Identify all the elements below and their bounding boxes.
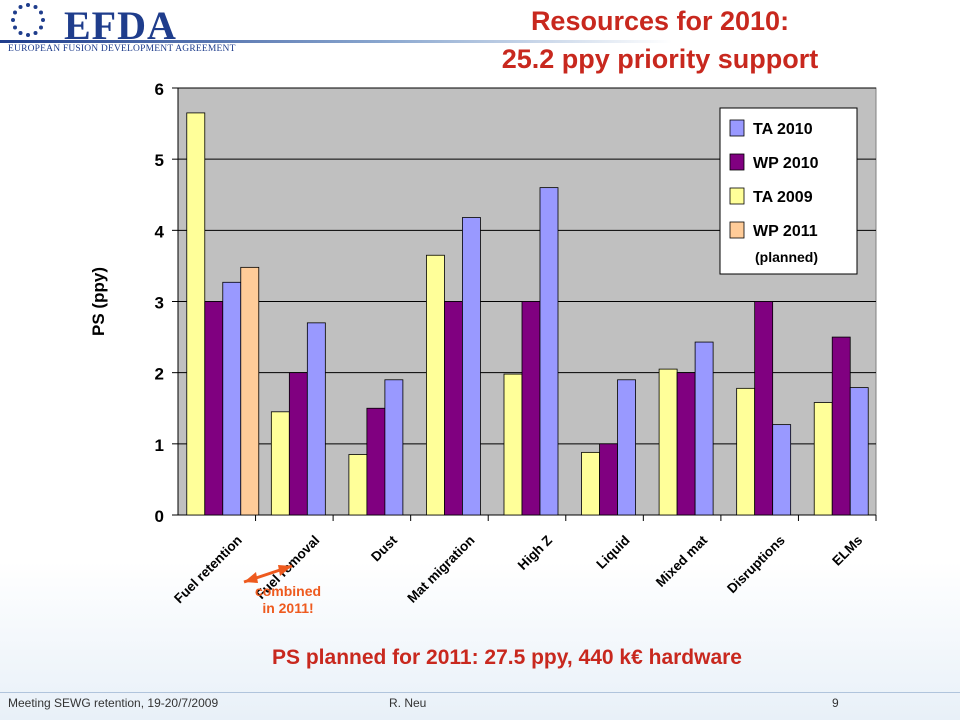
- bar-wp-2010-7: [754, 301, 774, 516]
- eu-star-11: [38, 10, 43, 15]
- legend-label-1: WP 2010: [753, 155, 819, 172]
- footer-page-number: 9: [832, 696, 839, 710]
- bar-ta-2009-3: [426, 254, 445, 516]
- bar-ta-2010-6: [694, 341, 714, 516]
- bar-ta-2009-8: [813, 402, 833, 516]
- bar-wp-2010-3: [444, 301, 463, 516]
- legend-label-3: WP 2011: [753, 223, 818, 240]
- bar-ta-2010-0: [222, 281, 242, 516]
- x-tick-label-5: Liquid: [593, 533, 632, 572]
- eu-star-3: [26, 33, 30, 37]
- bar-ta-2009-7: [736, 387, 756, 516]
- slide-title-line2: 25.2 ppy priority support: [501, 44, 819, 74]
- eu-star-7: [13, 10, 18, 15]
- x-tick-label-2: Dust: [368, 532, 400, 564]
- combined-annotation-line1: combined: [254, 583, 322, 599]
- combined-arrow-head-right: [278, 565, 292, 576]
- bar-ta-2009-4: [503, 373, 523, 516]
- bar-wp-2011-0: [240, 266, 260, 516]
- bar-ta-2009-0: [186, 112, 206, 516]
- bar-wp-2010-8: [831, 336, 851, 516]
- legend-swatch-1: [729, 153, 745, 171]
- legend-swatch-2: [729, 187, 745, 205]
- bar-ta-2010-8: [849, 387, 869, 516]
- x-tick-label-8: ELMs: [829, 533, 865, 569]
- eu-star-6: [11, 18, 15, 22]
- bar-wp-2010-6: [676, 372, 696, 516]
- legend-swatch-0: [729, 119, 745, 137]
- bar-ta-2010-7: [772, 424, 792, 516]
- legend-note-3: (planned): [755, 249, 818, 265]
- bar-wp-2010-0: [204, 301, 224, 516]
- eu-stars-icon: [11, 3, 45, 37]
- slide-title-line1: Resources for 2010:: [530, 6, 790, 36]
- footer-author: R. Neu: [389, 696, 427, 710]
- eu-star-4: [18, 30, 23, 35]
- eu-star-5: [13, 25, 18, 30]
- legend-label-2: TA 2009: [753, 189, 813, 206]
- eu-star-10: [33, 5, 38, 10]
- footer-rule: [0, 692, 960, 693]
- bar-ta-2009-6: [658, 368, 678, 516]
- eu-star-2: [33, 30, 38, 35]
- header-rule: [0, 40, 960, 43]
- footer-meeting: Meeting SEWG retention, 19-20/7/2009: [8, 696, 219, 710]
- y-tick-label-2: 2: [155, 365, 164, 384]
- x-tick-label-7: Disruptions: [724, 533, 788, 597]
- y-axis-label: PS (ppy): [89, 267, 108, 336]
- y-tick-label-0: 0: [155, 507, 164, 526]
- combined-annotation-line2: in 2011!: [262, 600, 314, 616]
- eu-star-1: [38, 25, 43, 30]
- combined-annotation: combined in 2011!: [228, 583, 348, 617]
- eu-star-9: [26, 3, 30, 7]
- y-tick-label-4: 4: [155, 222, 165, 241]
- bar-wp-2010-2: [366, 407, 386, 516]
- bar-ta-2009-5: [581, 451, 600, 516]
- bar-wp-2010-5: [599, 443, 618, 516]
- logo-subtitle: EUROPEAN FUSION DEVELOPMENT AGREEMENT: [8, 44, 236, 54]
- legend-swatch-3: [729, 221, 745, 239]
- bar-ta-2009-1: [270, 411, 290, 516]
- bar-wp-2010-4: [521, 301, 541, 516]
- bar-ta-2010-2: [384, 379, 404, 516]
- bar-ta-2010-3: [462, 217, 481, 516]
- eu-star-0: [41, 18, 45, 22]
- bottom-note: PS planned for 2011: 27.5 ppy, 440 k€ ha…: [272, 646, 742, 669]
- y-tick-label-6: 6: [155, 80, 164, 99]
- eu-star-8: [18, 5, 23, 10]
- y-tick-label-1: 1: [155, 436, 164, 455]
- y-tick-label-3: 3: [155, 294, 164, 313]
- bar-wp-2010-1: [288, 372, 308, 516]
- bar-ta-2010-4: [539, 187, 559, 516]
- x-tick-label-4: High Z: [515, 533, 555, 573]
- y-tick-label-5: 5: [155, 151, 164, 170]
- x-tick-label-6: Mixed mat: [653, 532, 711, 590]
- x-tick-label-3: Mat migration: [404, 533, 477, 606]
- bar-ta-2010-1: [306, 322, 326, 516]
- combined-arrow-head-left: [244, 572, 258, 583]
- bar-ta-2009-2: [348, 454, 368, 516]
- bar-ta-2010-5: [617, 379, 636, 516]
- legend-label-0: TA 2010: [753, 121, 813, 138]
